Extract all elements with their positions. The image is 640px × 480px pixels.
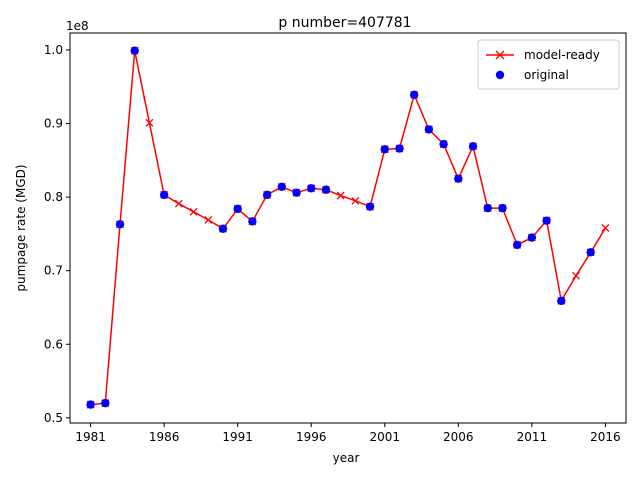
- model-ready-point: [336, 191, 345, 200]
- original-point: [248, 217, 257, 226]
- x-tick-label: 1986: [149, 430, 180, 444]
- y-tick-label: 0.9: [44, 117, 63, 131]
- original-point: [307, 184, 316, 193]
- original-point: [483, 203, 492, 213]
- y-tick-label: 0.8: [44, 190, 63, 204]
- original-point: [218, 224, 228, 233]
- model-ready-point: [601, 224, 610, 232]
- x-tick-label: 2011: [517, 430, 548, 444]
- plot-frame: [69, 32, 627, 424]
- model-ready-point: [189, 207, 198, 216]
- x-tick-label: 2016: [590, 430, 621, 444]
- original-point: [424, 125, 434, 134]
- model-ready-point: [351, 196, 360, 205]
- original-point: [130, 46, 139, 55]
- original-point: [527, 233, 537, 242]
- legend-frame: [477, 39, 620, 90]
- x-tick-label: 2001: [369, 430, 400, 444]
- original-point: [542, 216, 551, 225]
- y-tick-label: 0.7: [44, 264, 63, 278]
- original-point: [586, 248, 595, 257]
- original-point: [321, 185, 331, 194]
- original-point: [292, 188, 301, 197]
- x-tick-label: 1981: [75, 430, 106, 444]
- y-tick-label: 0.6: [44, 337, 63, 351]
- original-point: [512, 240, 522, 250]
- model-ready-line: [90, 49, 607, 406]
- original-point: [365, 202, 375, 211]
- model-ready-point: [174, 199, 183, 208]
- y-tick-label: 0.5: [44, 411, 63, 425]
- legend-model-ready-label: model-ready: [524, 48, 600, 62]
- original-point: [159, 190, 169, 200]
- original-point: [86, 400, 95, 409]
- legend-original-label: original: [524, 68, 569, 82]
- original-point: [454, 174, 463, 183]
- series-layer: [86, 46, 610, 409]
- original-point: [277, 182, 287, 191]
- y-axis-label: pumpage rate (MGD): [14, 164, 28, 291]
- model-ready-point: [145, 118, 154, 127]
- model-ready-point: [572, 271, 580, 280]
- legend-model-ready-marker: [495, 50, 505, 60]
- y-tick-label: 1.0: [44, 43, 63, 57]
- y-axis-ticks: 0.5 0.6 0.7 0.8 0.9 1.0: [44, 43, 70, 425]
- legend: model-ready original: [477, 39, 620, 90]
- original-point: [439, 139, 448, 149]
- original-point: [262, 190, 272, 200]
- original-point: [498, 203, 507, 213]
- x-tick-label: 1991: [222, 430, 253, 444]
- x-axis-label: year: [333, 451, 360, 465]
- original-point: [233, 204, 242, 214]
- x-axis-ticks: 1981 1986 1991 1996 2001 2006 2011 2016: [75, 423, 621, 444]
- x-tick-label: 2006: [443, 430, 474, 444]
- chart-title: p number=407781: [278, 15, 411, 31]
- original-point: [557, 296, 566, 306]
- model-ready-point: [204, 215, 213, 224]
- legend-original-marker: [495, 70, 505, 80]
- original-point: [395, 144, 404, 153]
- x-tick-label: 1996: [296, 430, 327, 444]
- y-offset-label: 1e8: [66, 19, 89, 33]
- original-point: [409, 90, 419, 100]
- original-point: [101, 398, 110, 408]
- original-point: [380, 145, 389, 154]
- original-point: [115, 220, 125, 229]
- original-point: [468, 142, 478, 151]
